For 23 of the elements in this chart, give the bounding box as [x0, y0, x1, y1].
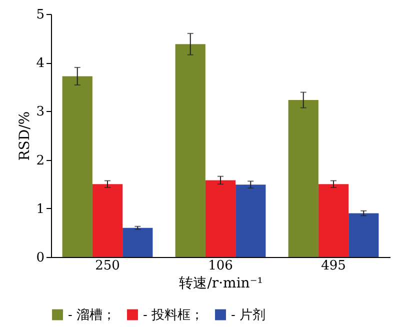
bar	[348, 213, 379, 257]
bar	[92, 184, 123, 257]
bar	[288, 100, 318, 257]
y-tick-label: 0	[36, 250, 44, 266]
y-tick-label: 3	[36, 104, 44, 120]
x-axis-title: 转速/r·min⁻¹	[179, 276, 263, 292]
legend-label: - 溜槽；	[68, 308, 116, 323]
y-axis-title: RSD/%	[17, 111, 34, 161]
legend-label: - 片剂	[231, 306, 266, 323]
bar	[62, 76, 92, 257]
y-tick-label: 2	[36, 153, 44, 168]
x-tick-label: 250	[95, 258, 120, 274]
bar	[236, 184, 266, 257]
bar	[318, 184, 349, 257]
x-tick-label: 106	[208, 258, 233, 274]
y-tick-label: 1	[36, 202, 44, 217]
bar	[205, 180, 236, 257]
bar	[175, 44, 206, 257]
bar	[122, 228, 153, 257]
y-tick-label: 5	[36, 8, 44, 22]
legend-label: - 投料框；	[143, 308, 204, 323]
y-tick-label: 4	[36, 56, 44, 72]
x-tick-label: 495	[321, 258, 346, 274]
